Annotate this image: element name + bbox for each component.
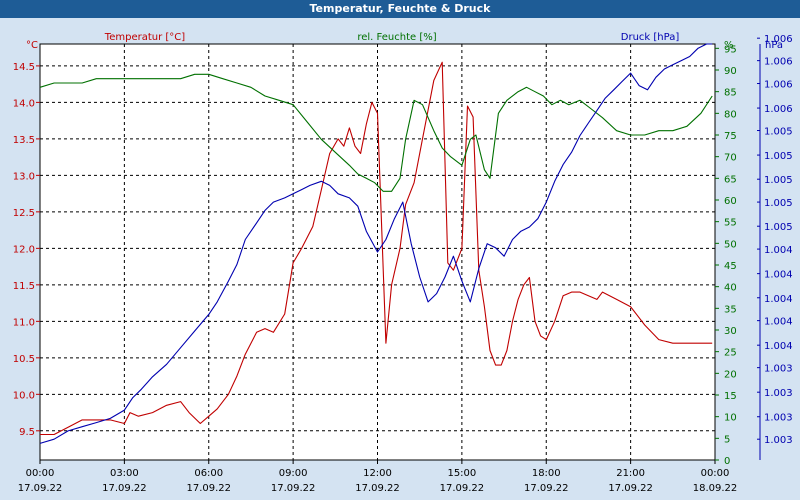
- window-title: Temperatur, Feuchte & Druck: [0, 0, 800, 18]
- middle-tick-label: 5: [724, 434, 730, 445]
- right-tick-label: 1.005: [764, 198, 793, 209]
- x-tick-time: 03:00: [110, 468, 139, 479]
- right-tick-label: 1.003: [764, 388, 793, 399]
- middle-axis-unit: %: [724, 40, 734, 51]
- left-axis-label: Temperatur [°C]: [104, 32, 185, 43]
- right-tick-label: 1.005: [764, 151, 793, 162]
- x-tick-date: 17.09.22: [186, 483, 231, 494]
- x-tick-time: 00:00: [701, 468, 730, 479]
- right-tick-label: 1.005: [764, 175, 793, 186]
- right-tick-label: 1.004: [764, 317, 793, 328]
- x-tick-time: 12:00: [363, 468, 392, 479]
- right-tick-label: 1.004: [764, 294, 793, 305]
- x-tick-date: 17.09.22: [524, 483, 569, 494]
- middle-axis-label: rel. Feuchte [%]: [357, 32, 436, 43]
- x-tick-date: 17.09.22: [102, 483, 147, 494]
- right-tick-label: 1.006: [764, 104, 793, 115]
- middle-tick-label: 0: [724, 456, 730, 467]
- right-tick-label: 1.006: [764, 57, 793, 68]
- middle-tick-label: 75: [724, 131, 737, 142]
- middle-tick-label: 25: [724, 348, 737, 359]
- right-tick-label: 1.004: [764, 245, 793, 256]
- gridlines: [40, 44, 715, 460]
- left-tick-label: 9.5: [19, 427, 35, 438]
- middle-tick-label: 55: [724, 218, 737, 229]
- middle-tick-label: 40: [724, 283, 737, 294]
- right-tick-label: 1.005: [764, 222, 793, 233]
- middle-tick-label: 50: [724, 239, 737, 250]
- left-tick-label: 12.5: [13, 208, 35, 219]
- right-tick-label: 1.004: [764, 341, 793, 352]
- middle-tick-label: 30: [724, 326, 737, 337]
- left-tick-label: 13.0: [13, 171, 35, 182]
- left-tick-label: 10.5: [13, 354, 35, 365]
- right-tick-label: 1.003: [764, 435, 793, 446]
- x-tick-date: 17.09.22: [271, 483, 316, 494]
- series-line-pressure: [39, 43, 713, 444]
- left-tick-label: 12.0: [13, 244, 35, 255]
- x-tick-date: 17.09.22: [608, 483, 653, 494]
- middle-tick-label: 60: [724, 196, 737, 207]
- left-tick-label: 14.5: [13, 62, 35, 73]
- right-axis-unit: hPa: [765, 40, 783, 51]
- middle-tick-label: 45: [724, 261, 737, 272]
- x-tick-date: 17.09.22: [18, 483, 63, 494]
- middle-tick-label: 80: [724, 109, 737, 120]
- right-tick-label: 1.003: [764, 364, 793, 375]
- x-tick-time: 00:00: [26, 468, 55, 479]
- middle-tick-label: 95: [724, 44, 737, 55]
- series-line-temperature: [40, 61, 713, 436]
- x-tick-time: 06:00: [194, 468, 223, 479]
- middle-tick-label: 70: [724, 153, 737, 164]
- left-tick-label: 14.0: [13, 98, 35, 109]
- middle-tick-label: 35: [724, 304, 737, 315]
- series-line-humidity: [39, 73, 713, 192]
- x-tick-time: 18:00: [532, 468, 561, 479]
- right-tick-label: 1.005: [764, 127, 793, 138]
- chart: 00:00 17.09.22 03:00 17.09.22 06:00 17.09.22 0…: [13, 32, 793, 494]
- left-axis-unit: °C: [26, 40, 38, 51]
- left-tick-label: 11.5: [13, 281, 35, 292]
- right-tick-label: 1.003: [764, 413, 793, 424]
- x-tick-date: 17.09.22: [440, 483, 485, 494]
- x-tick-time: 09:00: [279, 468, 308, 479]
- right-axis-label: Druck [hPa]: [621, 32, 680, 43]
- x-tick-time: 15:00: [447, 468, 476, 479]
- middle-tick-label: 10: [724, 413, 737, 424]
- middle-tick-label: 90: [724, 66, 737, 77]
- middle-tick-label: 85: [724, 88, 737, 99]
- x-tick-date: 18.09.22: [693, 483, 738, 494]
- x-tick-date: 17.09.22: [355, 483, 400, 494]
- middle-tick-label: 15: [724, 391, 737, 402]
- right-tick-label: 1.006: [764, 80, 793, 91]
- right-tick-label: 1.004: [764, 270, 793, 281]
- left-tick-label: 13.5: [13, 135, 35, 146]
- middle-tick-label: 65: [724, 174, 737, 185]
- right-tick-label: 1.006: [764, 34, 793, 45]
- left-tick-label: 10.0: [13, 390, 35, 401]
- x-tick-time: 21:00: [616, 468, 645, 479]
- left-tick-label: 11.0: [13, 317, 35, 328]
- middle-tick-label: 20: [724, 369, 737, 380]
